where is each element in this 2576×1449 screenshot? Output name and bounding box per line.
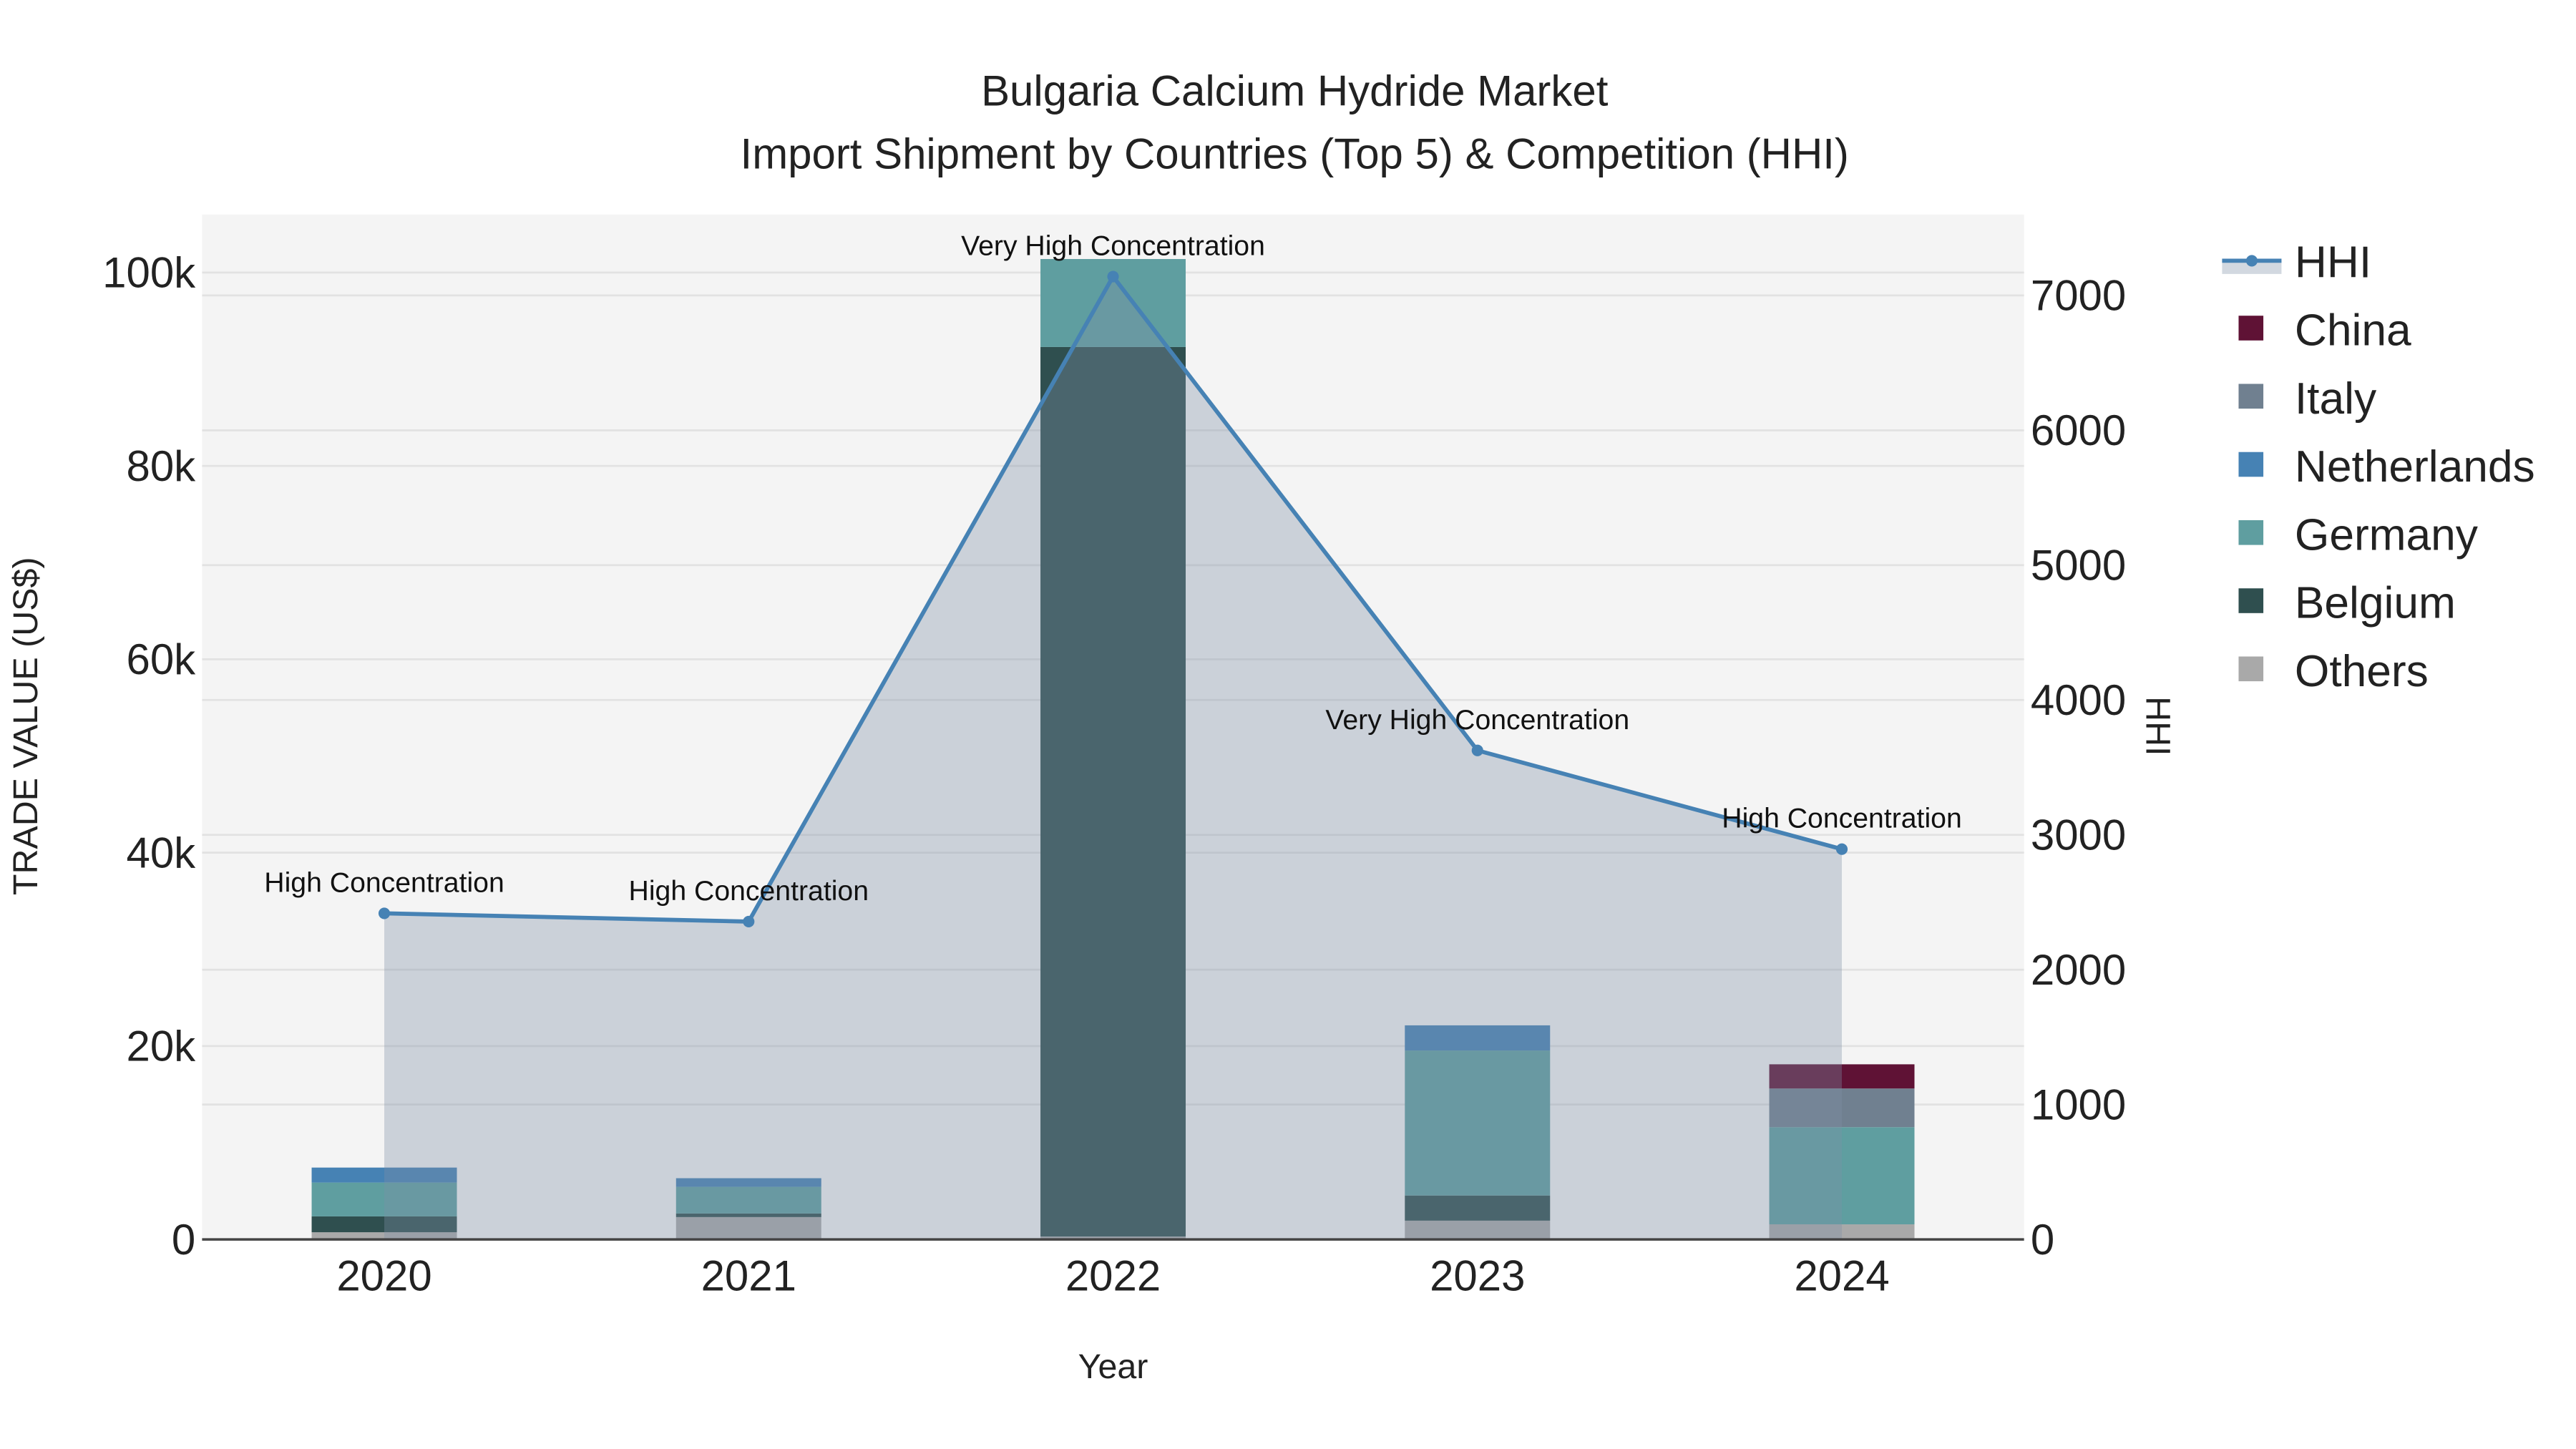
legend-item-hhi[interactable]: HHI [2295, 238, 2371, 287]
legend-item-netherlands[interactable]: Netherlands [2295, 442, 2535, 492]
hhi-annotation: Very High Concentration [1325, 705, 1629, 736]
legend-hhi-area-swatch [2222, 260, 2282, 274]
bar-others-2024 [1769, 1224, 1915, 1240]
y2-tick-label: 1000 [2031, 1080, 2126, 1128]
x-tick-label: 2021 [701, 1252, 796, 1300]
bar-netherlands-2020 [311, 1167, 457, 1183]
legend-item-others[interactable]: Others [2295, 647, 2429, 696]
hhi-annotation: High Concentration [264, 867, 504, 898]
bar-belgium-2021 [675, 1213, 821, 1217]
y-tick-label: 100k [102, 249, 196, 297]
x-tick-label: 2024 [1794, 1252, 1889, 1300]
hhi-point-2023 [1471, 744, 1483, 756]
bar-germany-2020 [311, 1182, 457, 1216]
bar-others-2020 [311, 1232, 457, 1240]
bar-others-2022 [1040, 1236, 1186, 1240]
bar-germany-2024 [1769, 1127, 1915, 1225]
legend-swatch-belgium [2238, 588, 2264, 613]
legend-swatch-germany [2238, 519, 2264, 545]
legend-item-china[interactable]: China [2295, 306, 2411, 356]
x-tick-label: 2022 [1065, 1252, 1161, 1300]
hhi-annotation: Very High Concentration [961, 231, 1265, 262]
hhi-annotation: High Concentration [629, 876, 869, 907]
bar-china-2024 [1769, 1064, 1915, 1089]
y-tick-label: 40k [127, 829, 197, 877]
bar-netherlands-2021 [675, 1178, 821, 1187]
bar-others-2021 [675, 1216, 821, 1240]
chart-title-line2: Import Shipment by Countries (Top 5) & C… [741, 130, 1849, 177]
legend-hhi-marker [2245, 255, 2258, 267]
y2-axis-label: HHI [2138, 696, 2177, 756]
hhi-annotation: High Concentration [1722, 804, 1961, 834]
y-tick-label: 60k [127, 635, 197, 683]
legend-item-germany[interactable]: Germany [2295, 510, 2479, 560]
hhi-area [384, 276, 1843, 1240]
bar-others-2023 [1405, 1220, 1551, 1240]
bar-italy-2024 [1769, 1088, 1915, 1128]
bar-germany-2021 [675, 1186, 821, 1214]
y-axis-label: TRADE VALUE (US$) [6, 557, 45, 895]
legend-item-italy[interactable]: Italy [2295, 374, 2377, 424]
legend-swatch-italy [2238, 384, 2264, 409]
hhi-point-2020 [378, 907, 391, 919]
bar-belgium-2020 [311, 1216, 457, 1233]
y2-tick-label: 6000 [2031, 406, 2126, 454]
chart-title-line1: Bulgaria Calcium Hydride Market [981, 67, 1609, 115]
bar-netherlands-2023 [1405, 1025, 1551, 1051]
hhi-point-2021 [743, 915, 755, 927]
y-tick-label: 0 [172, 1216, 195, 1264]
y-tick-label: 20k [127, 1023, 197, 1070]
hhi-point-2022 [1107, 270, 1119, 283]
bar-belgium-2023 [1405, 1195, 1551, 1221]
x-tick-label: 2023 [1430, 1252, 1525, 1300]
x-tick-label: 2020 [336, 1252, 431, 1300]
y2-tick-label: 5000 [2031, 542, 2126, 590]
y2-tick-label: 4000 [2031, 676, 2126, 724]
x-axis-label: Year [1078, 1347, 1148, 1386]
legend-swatch-china [2238, 316, 2264, 341]
y2-tick-label: 7000 [2031, 272, 2126, 320]
legend-swatch-others [2238, 656, 2264, 682]
hhi-point-2024 [1835, 843, 1848, 855]
bar-germany-2023 [1405, 1050, 1551, 1196]
y2-tick-label: 2000 [2031, 946, 2126, 994]
legend-item-belgium[interactable]: Belgium [2295, 579, 2456, 628]
bar-belgium-2022 [1040, 346, 1186, 1237]
y2-tick-label: 3000 [2031, 811, 2126, 859]
legend-swatch-netherlands [2238, 452, 2264, 477]
y2-tick-label: 0 [2031, 1216, 2054, 1264]
y-tick-label: 80k [127, 442, 197, 490]
